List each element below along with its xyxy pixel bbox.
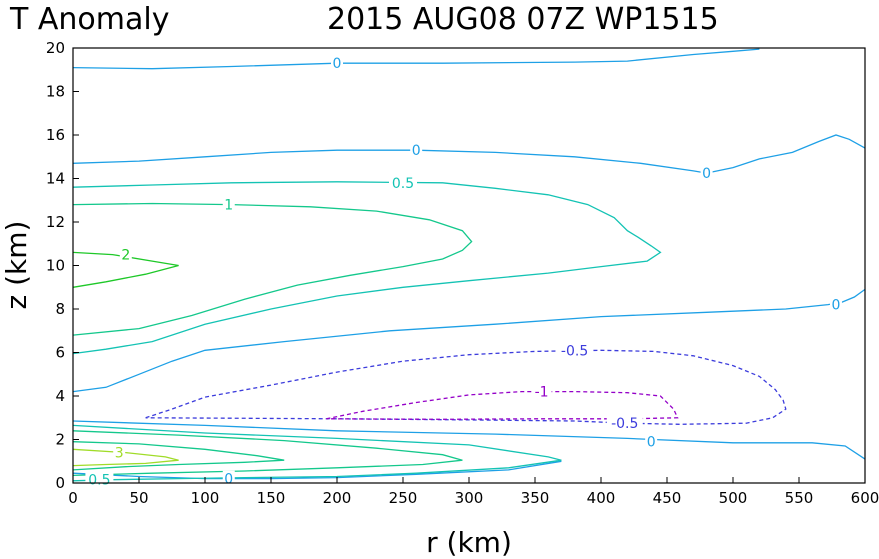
- x-tick-label: 100: [191, 489, 220, 507]
- contour-labels: 0 0 0 0 0 0 0.5 1 2 3 0.5 -0.5 -0.5 -1: [85, 55, 842, 489]
- x-tick-label: 250: [389, 489, 418, 507]
- y-tick-label: 16: [46, 126, 65, 144]
- contour-label: -0.5: [561, 343, 588, 359]
- contour-label-background: [556, 342, 593, 359]
- contour-label-background: [410, 142, 423, 159]
- contour-line-level-1: [72, 441, 285, 471]
- contour-label: 3: [115, 446, 124, 462]
- y-tick-label: 2: [55, 431, 65, 449]
- x-tick-label: 500: [719, 489, 748, 507]
- contour-label-background: [645, 433, 658, 450]
- y-axis-ticks: 0 2 4 6 8 10 12 14 16 18 20: [46, 39, 79, 492]
- contour-line-level-0: [72, 134, 866, 174]
- contour-label-background: [222, 196, 235, 213]
- contour-label: 0: [333, 56, 342, 72]
- contour-label: 1: [224, 198, 233, 214]
- y-tick-label: 6: [55, 344, 65, 362]
- contour-label-background: [119, 246, 132, 263]
- y-tick-label: 18: [46, 83, 65, 101]
- contour-label: -1: [535, 385, 549, 401]
- contour-label: 0: [647, 435, 656, 451]
- contour-label-background: [829, 296, 842, 313]
- x-axis-label: r (km): [426, 526, 512, 559]
- contour-label-background: [606, 415, 643, 432]
- contour-label: 0: [412, 143, 421, 159]
- chart-title-left: T Anomaly: [9, 2, 169, 37]
- y-tick-label: 20: [46, 39, 65, 57]
- x-tick-label: 600: [851, 489, 879, 507]
- x-tick-label: 300: [455, 489, 484, 507]
- contour-label: 0: [831, 298, 840, 314]
- y-tick-label: 8: [55, 300, 65, 318]
- contour-line-level-0.5: [72, 181, 662, 355]
- contour-label-background: [113, 444, 126, 461]
- x-tick-label: 400: [587, 489, 616, 507]
- contour-lines: [72, 48, 866, 482]
- y-tick-label: 10: [46, 257, 65, 275]
- contour-line-level-2: [72, 251, 179, 288]
- contour-line-level--0.5: [145, 349, 787, 425]
- contour-label: -0.5: [611, 416, 638, 432]
- contour-line-level--1: [326, 390, 679, 420]
- y-tick-label: 12: [46, 213, 65, 231]
- contour-line-level-0.5: [72, 424, 562, 482]
- contour-line-level-1: [72, 202, 473, 336]
- contour-label-background: [85, 471, 114, 488]
- x-tick-label: 550: [785, 489, 814, 507]
- contour-label: 0: [224, 472, 233, 488]
- y-axis-label: z (km): [0, 221, 33, 310]
- contour-label-background: [531, 383, 552, 400]
- contour-label: 0.5: [392, 176, 414, 192]
- x-tick-label: 150: [257, 489, 286, 507]
- x-axis-ticks: 0 50 100 150 200 250 300 350 400 450 500 550 600: [68, 477, 879, 507]
- contour-line-level-0: [72, 460, 562, 480]
- contour-line-level-0: [72, 288, 866, 393]
- contour-line-level-0: [72, 48, 760, 70]
- x-tick-label: 350: [521, 489, 550, 507]
- y-tick-label: 4: [55, 387, 65, 405]
- x-tick-label: 450: [653, 489, 682, 507]
- y-tick-label: 14: [46, 170, 65, 188]
- contour-line-level-0: [72, 420, 866, 460]
- x-tick-label: 200: [323, 489, 352, 507]
- contour-label-background: [700, 165, 713, 182]
- plot-frame: [72, 47, 866, 484]
- contour-line-level-1: [72, 430, 463, 477]
- x-tick-label: 50: [129, 489, 148, 507]
- y-tick-label: 0: [55, 474, 65, 492]
- contour-label-background: [389, 174, 417, 191]
- contour-label-background: [331, 55, 343, 72]
- contour-line-level-3: [72, 448, 179, 467]
- x-tick-label: 0: [68, 489, 78, 507]
- contour-label: 2: [121, 248, 130, 264]
- contour-label: 0.5: [88, 473, 110, 489]
- chart-title-right: 2015 AUG08 07Z WP1515: [327, 2, 719, 37]
- contour-label: 0: [702, 166, 711, 182]
